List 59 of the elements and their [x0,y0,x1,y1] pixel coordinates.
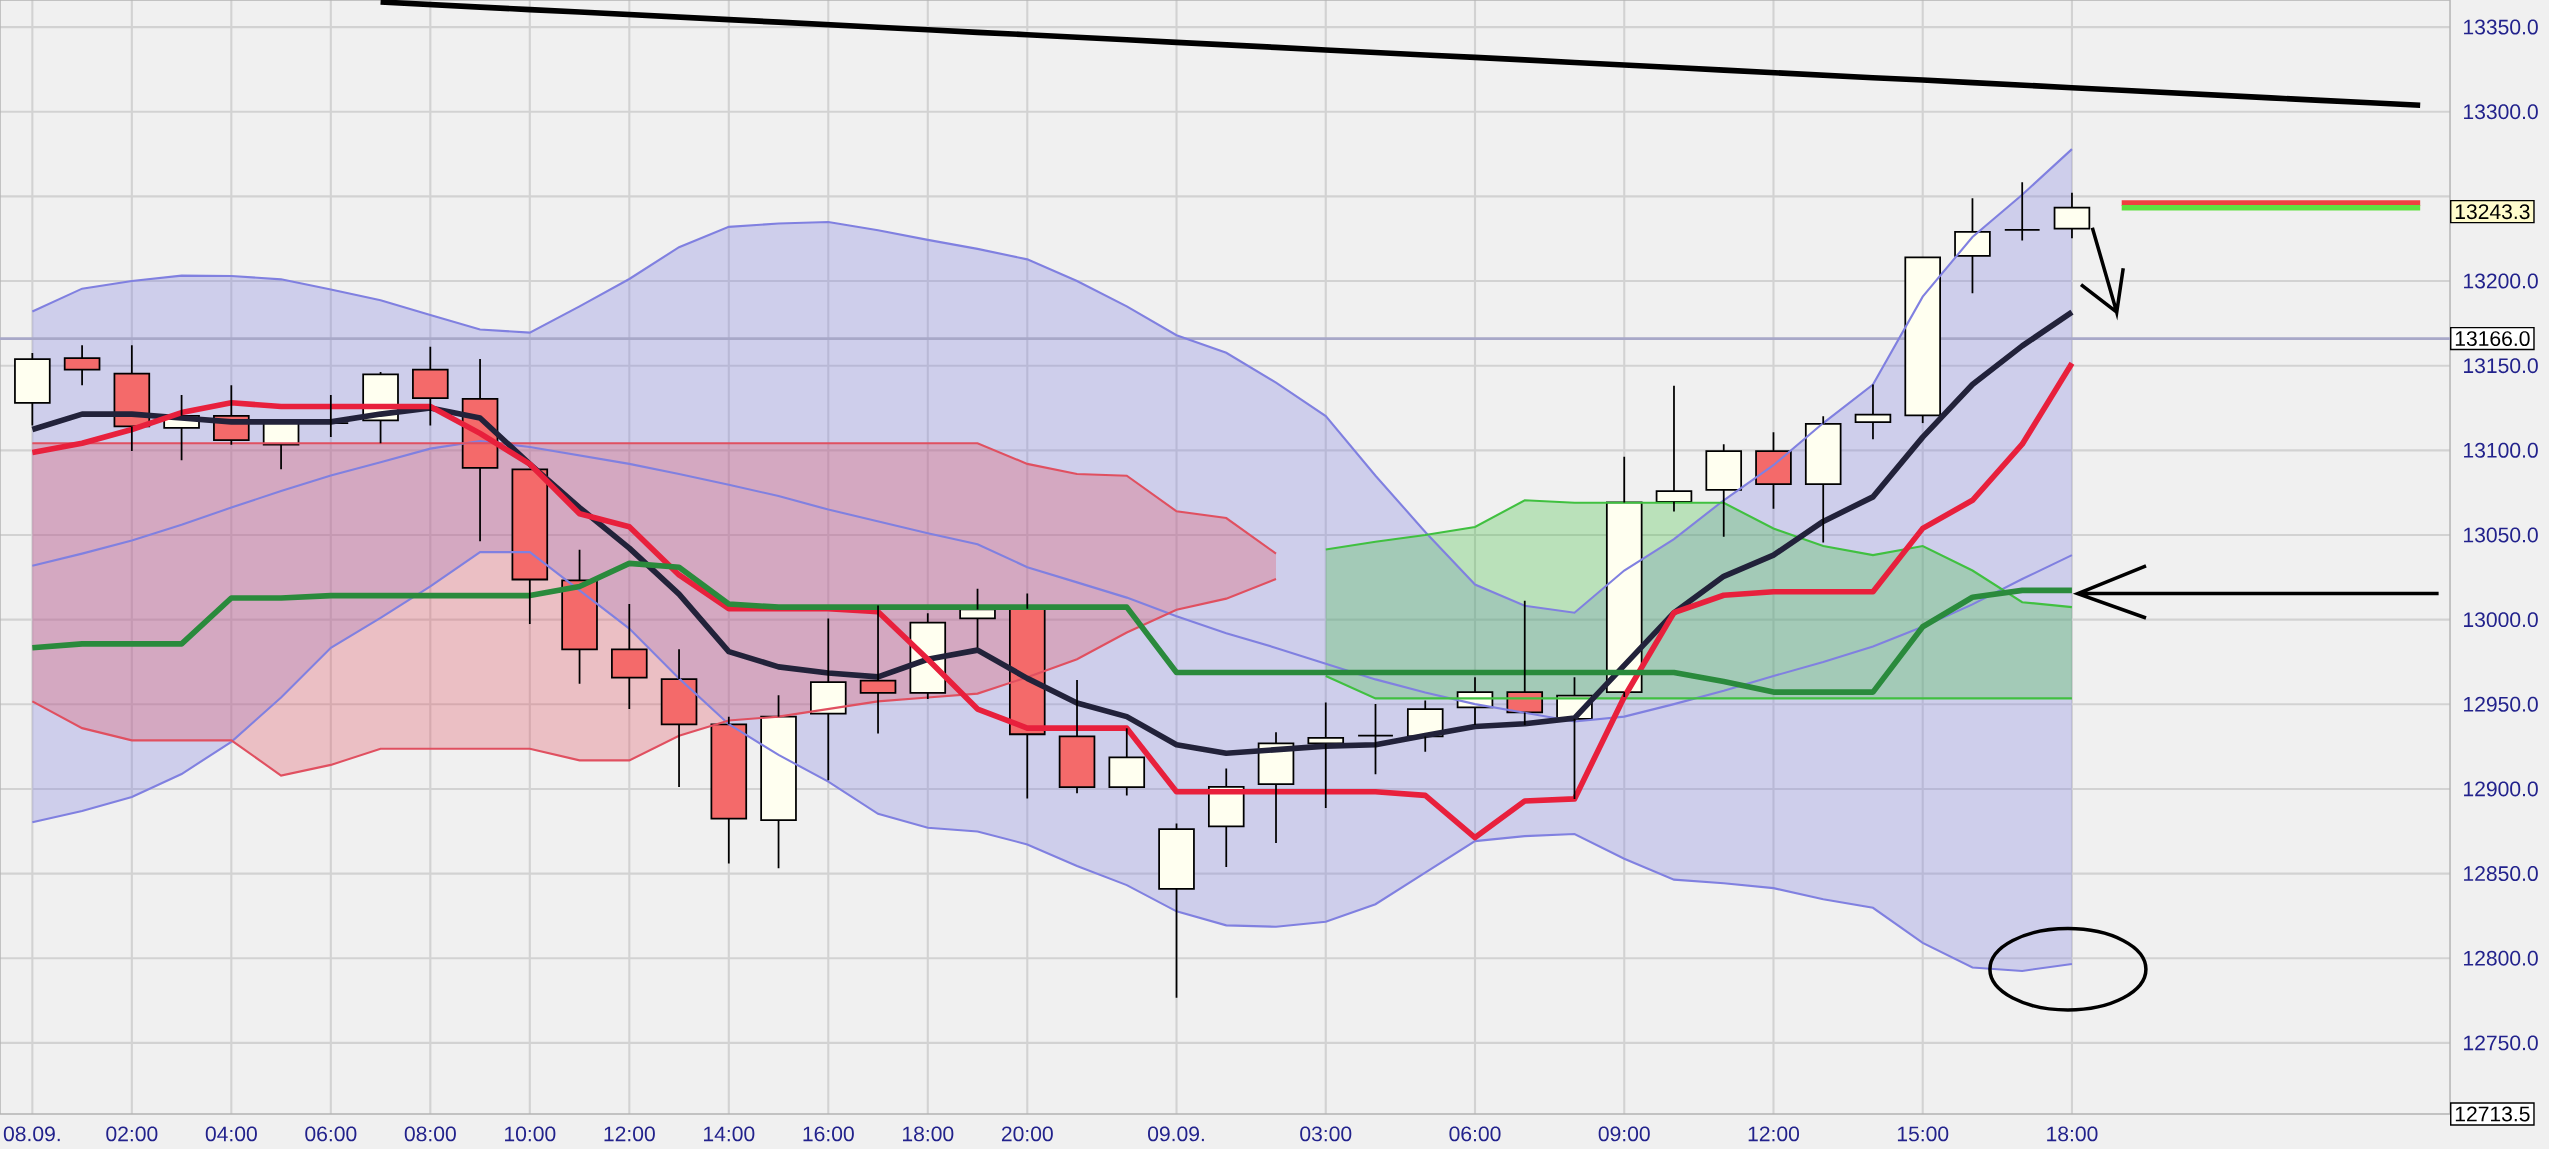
candlestick [1954,197,1991,295]
y-tick-label: 13000.0 [2464,612,2538,628]
x-tick-label: 03:00 [1300,1126,1352,1142]
candlestick [561,548,598,685]
x-tick-label: 18:00 [903,1126,954,1142]
candlestick [1605,455,1643,698]
y-tick-label: 13350.0 [2464,19,2538,35]
ref-line-label: 13166.0 [2455,331,2530,347]
x-tick-label: 08:00 [404,1126,456,1142]
candlestick [1108,727,1146,797]
candlestick [1655,384,1693,513]
y-tick-label: 12750.0 [2464,1035,2538,1051]
candlestick [660,648,698,788]
x-tick-label: 12:00 [604,1126,655,1142]
candlestick [611,603,648,710]
y-tick-label: 13150.0 [2464,358,2538,374]
x-tick-label: 09:00 [1598,1126,1650,1142]
x-tick-label: 20:00 [1001,1126,1053,1142]
candlestick [63,344,101,387]
text: 13243.3 [2455,204,2530,220]
x-tick-label: 06:00 [1449,1126,1501,1142]
x-tick-label: 02:00 [106,1126,158,1142]
candlestick [1804,415,1842,544]
candlestick [810,617,847,782]
y-tick-label: 13050.0 [2464,527,2538,543]
x-tick-label: 08.09. [3,1126,60,1142]
line-series [31,551,2074,972]
candlestick [412,345,449,427]
candlestick [859,604,897,735]
y-tick-label: 12900.0 [2464,781,2538,797]
y-tick-label: 12850.0 [2464,866,2538,882]
candlestick [511,468,549,625]
x-tick-label: 09.09. [1148,1126,1204,1142]
y-tick-label: 13300.0 [2464,104,2538,120]
x-tick-label: 14:00 [704,1126,755,1142]
text: 12713.5 [2455,1106,2530,1122]
y-tick-label: 13100.0 [2464,442,2538,458]
candlestick [2003,181,2041,242]
candlestick [14,352,51,427]
candlestick [1058,679,1096,795]
y-tick-label: 12950.0 [2464,696,2538,712]
candlestick [1755,431,1792,510]
x-tick-label: 18:00 [2047,1126,2098,1142]
x-tick-label: 06:00 [305,1126,357,1142]
x-tick-label: 12:00 [1748,1126,1800,1142]
line-series [31,148,2074,614]
candlestick [1158,822,1195,999]
candlestick [760,694,797,870]
x-tick-label: 04:00 [205,1126,257,1142]
x-tick-label: 16:00 [803,1126,854,1142]
candlestick [1357,703,1394,776]
y-tick-label: 12800.0 [2464,950,2538,966]
candlestick [710,715,748,865]
x-tick-label: 15:00 [1897,1126,1949,1142]
y-tick-label: 13200.0 [2464,273,2538,289]
x-tick-label: 10:00 [505,1126,556,1142]
candlestick [1854,383,1892,441]
candlestick [1904,256,1941,424]
candlestick [1705,443,1743,538]
